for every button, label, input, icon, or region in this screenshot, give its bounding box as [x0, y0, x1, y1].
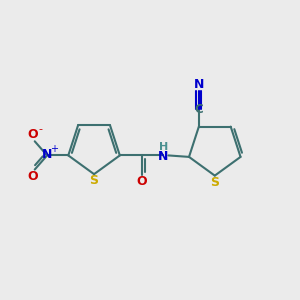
Text: +: +: [50, 144, 58, 154]
Text: N: N: [194, 78, 204, 91]
Text: H: H: [159, 142, 168, 152]
Text: N: N: [42, 148, 52, 161]
Text: O: O: [136, 176, 147, 188]
Text: O: O: [27, 128, 38, 141]
Text: S: S: [90, 174, 99, 187]
Text: -: -: [38, 124, 42, 134]
Text: S: S: [210, 176, 219, 189]
Text: N: N: [158, 150, 169, 164]
Text: C: C: [194, 103, 203, 116]
Text: O: O: [27, 169, 38, 182]
